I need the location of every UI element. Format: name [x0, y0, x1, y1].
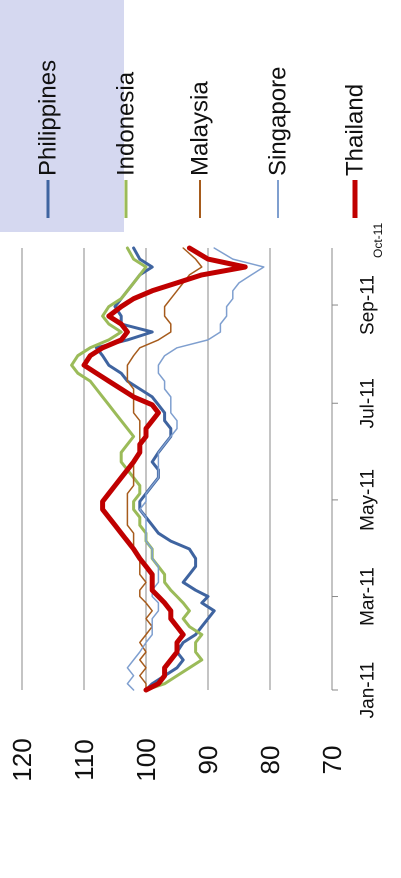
x-tick-label: Mar-11 — [358, 567, 379, 626]
y-tick-label-90: 90 — [193, 746, 223, 775]
x-tick-label: Oct-11 — [371, 223, 385, 258]
legend-label-singapore: Singapore — [265, 67, 292, 176]
series-line-malaysia — [126, 247, 203, 691]
plot-area: 70 80 90 100 110 120 Jan-11 Mar-11 May-11 Jul-11 S… — [7, 223, 385, 782]
series-line-singapore — [126, 247, 265, 691]
legend-background — [0, 0, 124, 232]
y-tick-label-80: 80 — [255, 746, 285, 775]
y-tick-label-120: 120 — [7, 738, 37, 781]
x-tick-label: Jan-11 — [358, 662, 379, 719]
legend-label-indonesia: Indonesia — [113, 71, 140, 176]
y-tick-label-100: 100 — [131, 738, 161, 781]
series-line-indonesia — [70, 246, 204, 692]
legend-label-thailand: Thailand — [342, 84, 369, 176]
y-tick-label-70: 70 — [317, 746, 347, 775]
x-tick-label: Sep-11 — [358, 275, 379, 335]
legend-label-philippines: Philippines — [35, 60, 62, 176]
x-tick-label: Jul-11 — [358, 378, 379, 428]
series-line-thailand — [81, 245, 248, 693]
y-tick-label-110: 110 — [69, 739, 99, 780]
legend: Philippines Indonesia Malaysia Singapore Tha… — [35, 60, 369, 218]
legend-label-malaysia: Malaysia — [187, 81, 214, 176]
x-tick-label: May-11 — [358, 469, 379, 531]
